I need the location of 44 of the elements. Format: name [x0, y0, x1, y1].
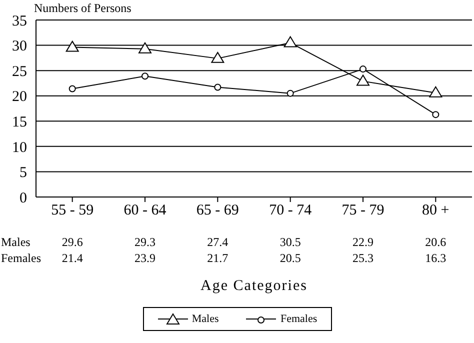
x-tick-label: 60 - 64 — [124, 202, 167, 219]
point — [356, 74, 370, 86]
x-tick-label: 70 - 74 — [269, 202, 312, 219]
point — [432, 111, 440, 118]
point — [286, 90, 294, 97]
point — [142, 72, 148, 80]
y-tick-label: 10 — [12, 140, 27, 156]
y-tick-label: 20 — [12, 89, 27, 106]
x-tick-label: 55 - 59 — [51, 202, 94, 219]
y-tick-label: 15 — [12, 114, 27, 130]
legend-label: Females — [280, 313, 318, 325]
x-tick-label: 75 - 79 — [342, 202, 384, 219]
point — [360, 66, 366, 73]
data-label: 20.6 — [424, 235, 448, 250]
data-label: 16.3 — [424, 251, 448, 266]
data-label: 22.9 — [352, 235, 374, 250]
y-tick-label: 5 — [20, 165, 27, 182]
point — [284, 36, 297, 48]
text: Males — [1, 235, 30, 249]
y-tick-label: 35 — [12, 13, 27, 30]
data-label: 21.7 — [206, 251, 230, 266]
point — [211, 52, 224, 63]
y-tick-label: 30 — [12, 38, 27, 55]
point — [66, 40, 79, 52]
data-label: 25.3 — [352, 251, 374, 266]
point — [214, 84, 222, 91]
legend-label: Males — [192, 313, 219, 325]
point — [68, 85, 76, 92]
data-label: 29.3 — [134, 235, 156, 250]
text: Females — [1, 251, 41, 265]
y-tick-label: 25 — [12, 64, 27, 80]
x-axis-title: Age Categories — [200, 278, 308, 294]
x-tick-label: 80 + — [422, 202, 450, 219]
data-label: 29.6 — [60, 235, 84, 250]
data-label: 23.9 — [134, 251, 156, 266]
data-label: 21.4 — [60, 251, 84, 266]
data-label: 27.4 — [206, 235, 230, 250]
point — [429, 86, 442, 98]
x-tick-label: 65 - 69 — [196, 202, 239, 219]
data-label: 20.5 — [278, 251, 302, 266]
y-tick-label: 0 — [20, 190, 27, 206]
point — [138, 42, 152, 54]
y-axis-title: Numbers of Persons — [34, 1, 132, 16]
data-label: 30.5 — [278, 235, 302, 250]
